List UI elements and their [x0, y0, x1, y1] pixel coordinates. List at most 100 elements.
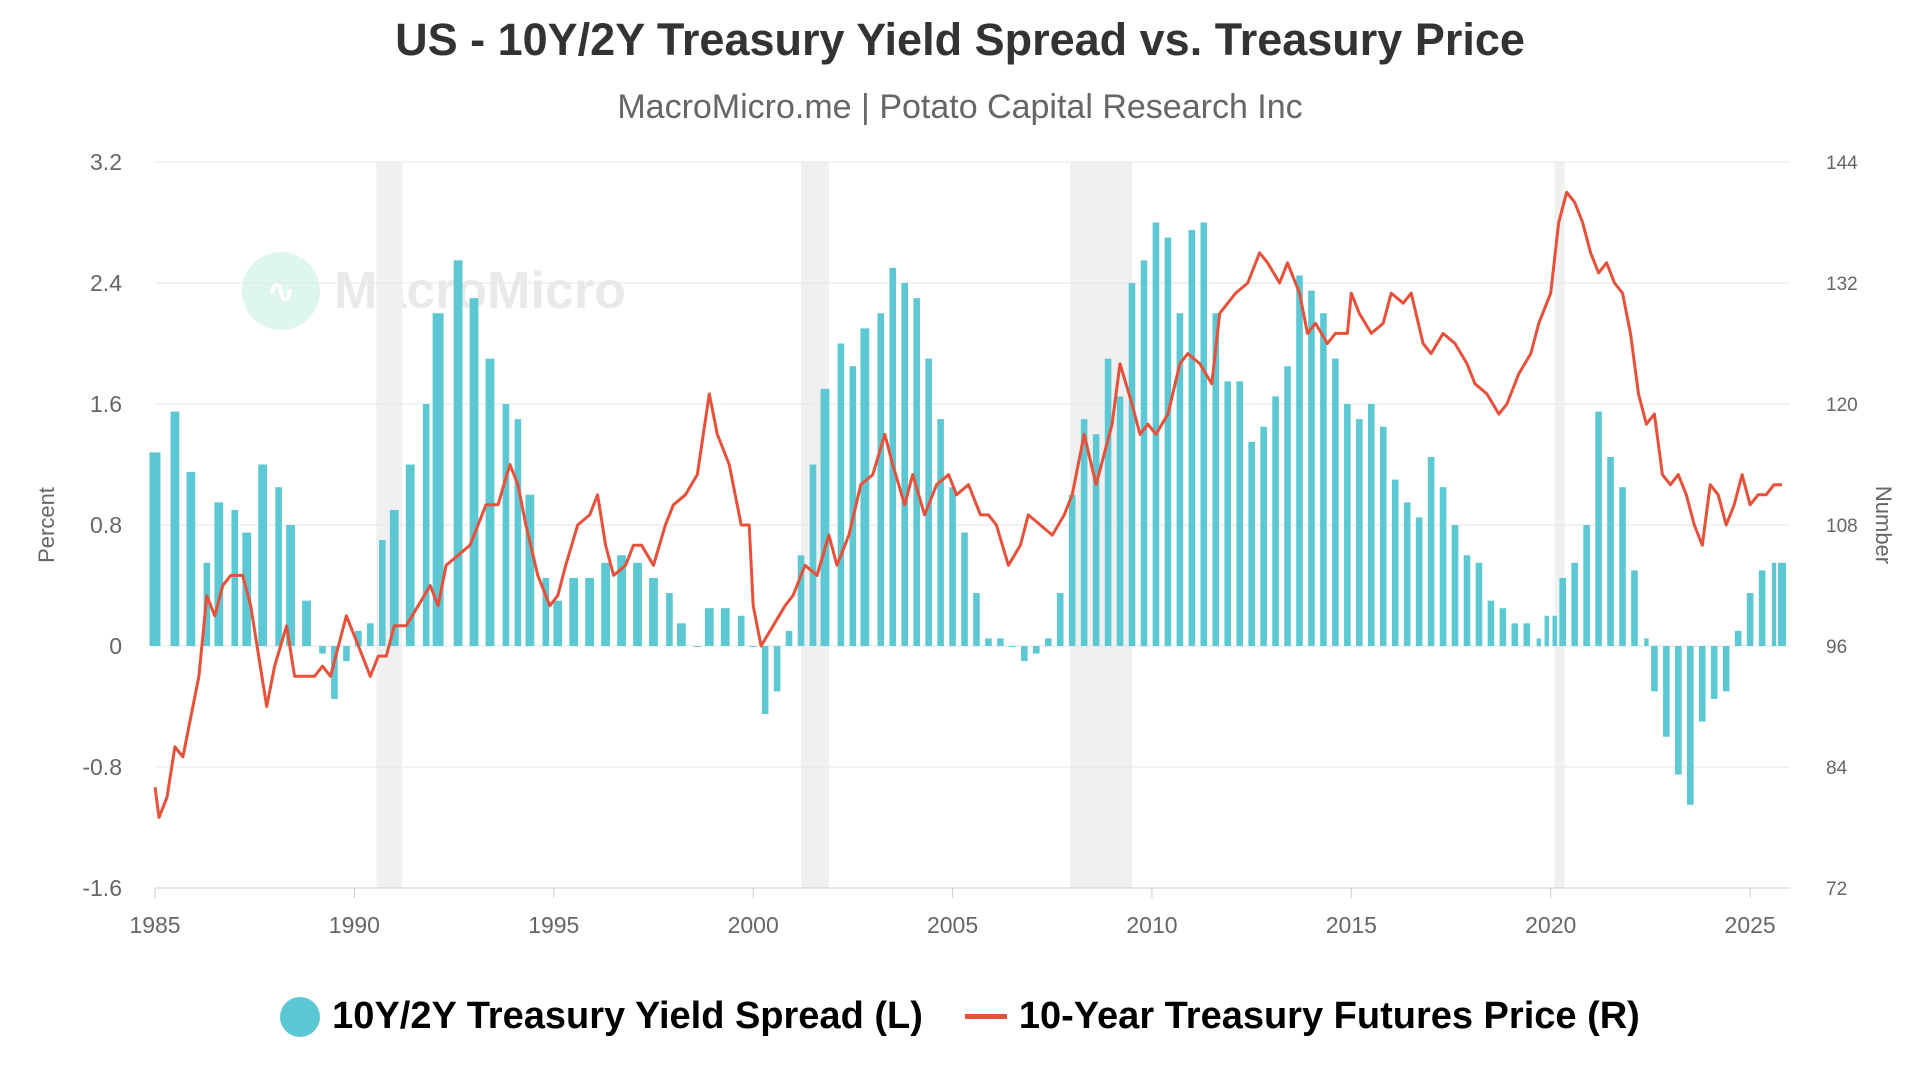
spread-bar	[1536, 638, 1541, 646]
spread-bar	[1176, 313, 1184, 646]
y-left-tick-label: -1.6	[82, 875, 122, 901]
spread-bar	[1698, 646, 1706, 722]
spread-bar	[1463, 555, 1471, 646]
y-right-tick-label: 72	[1826, 879, 1847, 900]
price-line	[153, 190, 1782, 819]
spread-bar	[1236, 381, 1243, 646]
spread-bar	[1475, 562, 1483, 646]
spread-bar	[275, 487, 282, 646]
spread-bar	[1212, 313, 1220, 646]
spread-bar	[1332, 358, 1339, 646]
spread-bar	[170, 411, 180, 646]
spread-bar	[1068, 494, 1076, 646]
x-tick-label: 2005	[927, 912, 978, 938]
y-left-tick-label: 2.4	[90, 270, 122, 296]
spread-bar	[785, 630, 793, 646]
spread-bar	[1391, 479, 1399, 646]
spread-bar	[1116, 396, 1124, 646]
spread-bar	[1675, 646, 1682, 775]
spread-bar	[949, 487, 956, 646]
spread-bar	[809, 464, 817, 646]
x-tick-label: 1985	[129, 912, 180, 938]
spread-bar	[1607, 456, 1614, 646]
spread-bar	[1224, 381, 1232, 646]
spread-bar	[302, 600, 311, 646]
spread-bar	[1451, 525, 1459, 646]
spread-bar	[913, 298, 920, 646]
spread-bar	[1631, 570, 1638, 646]
y-right-tick-label: 144	[1826, 153, 1858, 174]
spread-bar	[319, 646, 326, 654]
y-left-tick-label: 3.2	[90, 149, 122, 175]
spread-bar	[1356, 419, 1363, 646]
spread-bar	[1687, 646, 1694, 805]
spread-bar	[997, 638, 1004, 646]
y-right-tick-label: 120	[1826, 395, 1858, 416]
spread-bar	[1033, 646, 1040, 654]
spread-bar	[1559, 577, 1566, 646]
spread-bar	[633, 562, 642, 646]
spread-bar	[1722, 646, 1730, 692]
spread-bar	[1734, 630, 1742, 646]
spread-bar	[1415, 517, 1423, 646]
spread-bar	[1188, 230, 1196, 646]
spread-bar	[937, 419, 944, 646]
watermark-logo-icon: ∿	[242, 252, 320, 330]
spread-bar	[453, 260, 463, 646]
spread-bar	[1663, 646, 1670, 737]
spread-bar	[1128, 283, 1136, 646]
legend-item-price[interactable]: 10-Year Treasury Futures Price (R)	[964, 995, 1640, 1038]
x-tick-label: 1990	[329, 912, 380, 938]
spread-bar	[1746, 593, 1754, 646]
spread-bar	[405, 464, 415, 646]
spread-bar	[961, 532, 968, 646]
spread-bar	[355, 630, 362, 646]
spread-bar	[258, 464, 268, 646]
legend-item-spread[interactable]: 10Y/2Y Treasury Yield Spread (L)	[280, 995, 923, 1038]
spread-bar	[837, 343, 845, 646]
y-left-tick-label: 0	[109, 633, 122, 659]
spread-bar	[901, 283, 908, 646]
spread-bar	[1552, 615, 1557, 646]
spread-bar	[1544, 615, 1549, 646]
spread-bar	[1379, 426, 1387, 646]
spread-bar	[1320, 313, 1327, 646]
spread-bar	[1164, 237, 1172, 646]
x-tick-label: 2015	[1326, 912, 1377, 938]
spread-bar	[231, 509, 239, 646]
y-left-tick-label: -0.8	[82, 754, 122, 780]
spread-bar	[585, 577, 595, 646]
spread-bar	[422, 404, 430, 646]
spread-bar	[1248, 441, 1255, 646]
spread-bar	[677, 623, 686, 646]
spread-bar	[1499, 608, 1507, 646]
y-left-tick-label: 1.6	[90, 391, 122, 417]
spread-bar	[389, 509, 399, 646]
y-right-tick-label: 132	[1826, 274, 1858, 295]
spread-bar	[367, 623, 374, 646]
spread-bar	[889, 267, 897, 646]
spread-bar	[1511, 623, 1519, 646]
spread-bar	[1092, 434, 1100, 646]
spread-bar	[820, 388, 830, 646]
spread-bar	[1344, 404, 1351, 646]
spread-bar	[1595, 411, 1602, 646]
legend-label-spread: 10Y/2Y Treasury Yield Spread (L)	[332, 995, 923, 1037]
spread-bar	[749, 646, 757, 647]
spread-bar	[331, 646, 338, 699]
spread-bar	[737, 615, 745, 646]
legend: 10Y/2Y Treasury Yield Spread (L) 10-Year…	[0, 995, 1920, 1038]
spread-bar	[877, 313, 885, 646]
chart-subtitle: MacroMicro.me | Potato Capital Research …	[617, 88, 1303, 126]
legend-line-icon	[964, 1014, 1007, 1019]
y-right-tick-label: 84	[1826, 758, 1848, 779]
y-left-axis-title: Percent	[34, 487, 59, 563]
spread-bar	[704, 608, 714, 646]
spread-bar	[1771, 562, 1777, 646]
spread-bar	[485, 358, 495, 646]
spread-bar	[379, 540, 386, 646]
x-tick-label: 2010	[1126, 912, 1177, 938]
spread-bar	[149, 452, 161, 646]
spread-bar	[1308, 290, 1315, 646]
